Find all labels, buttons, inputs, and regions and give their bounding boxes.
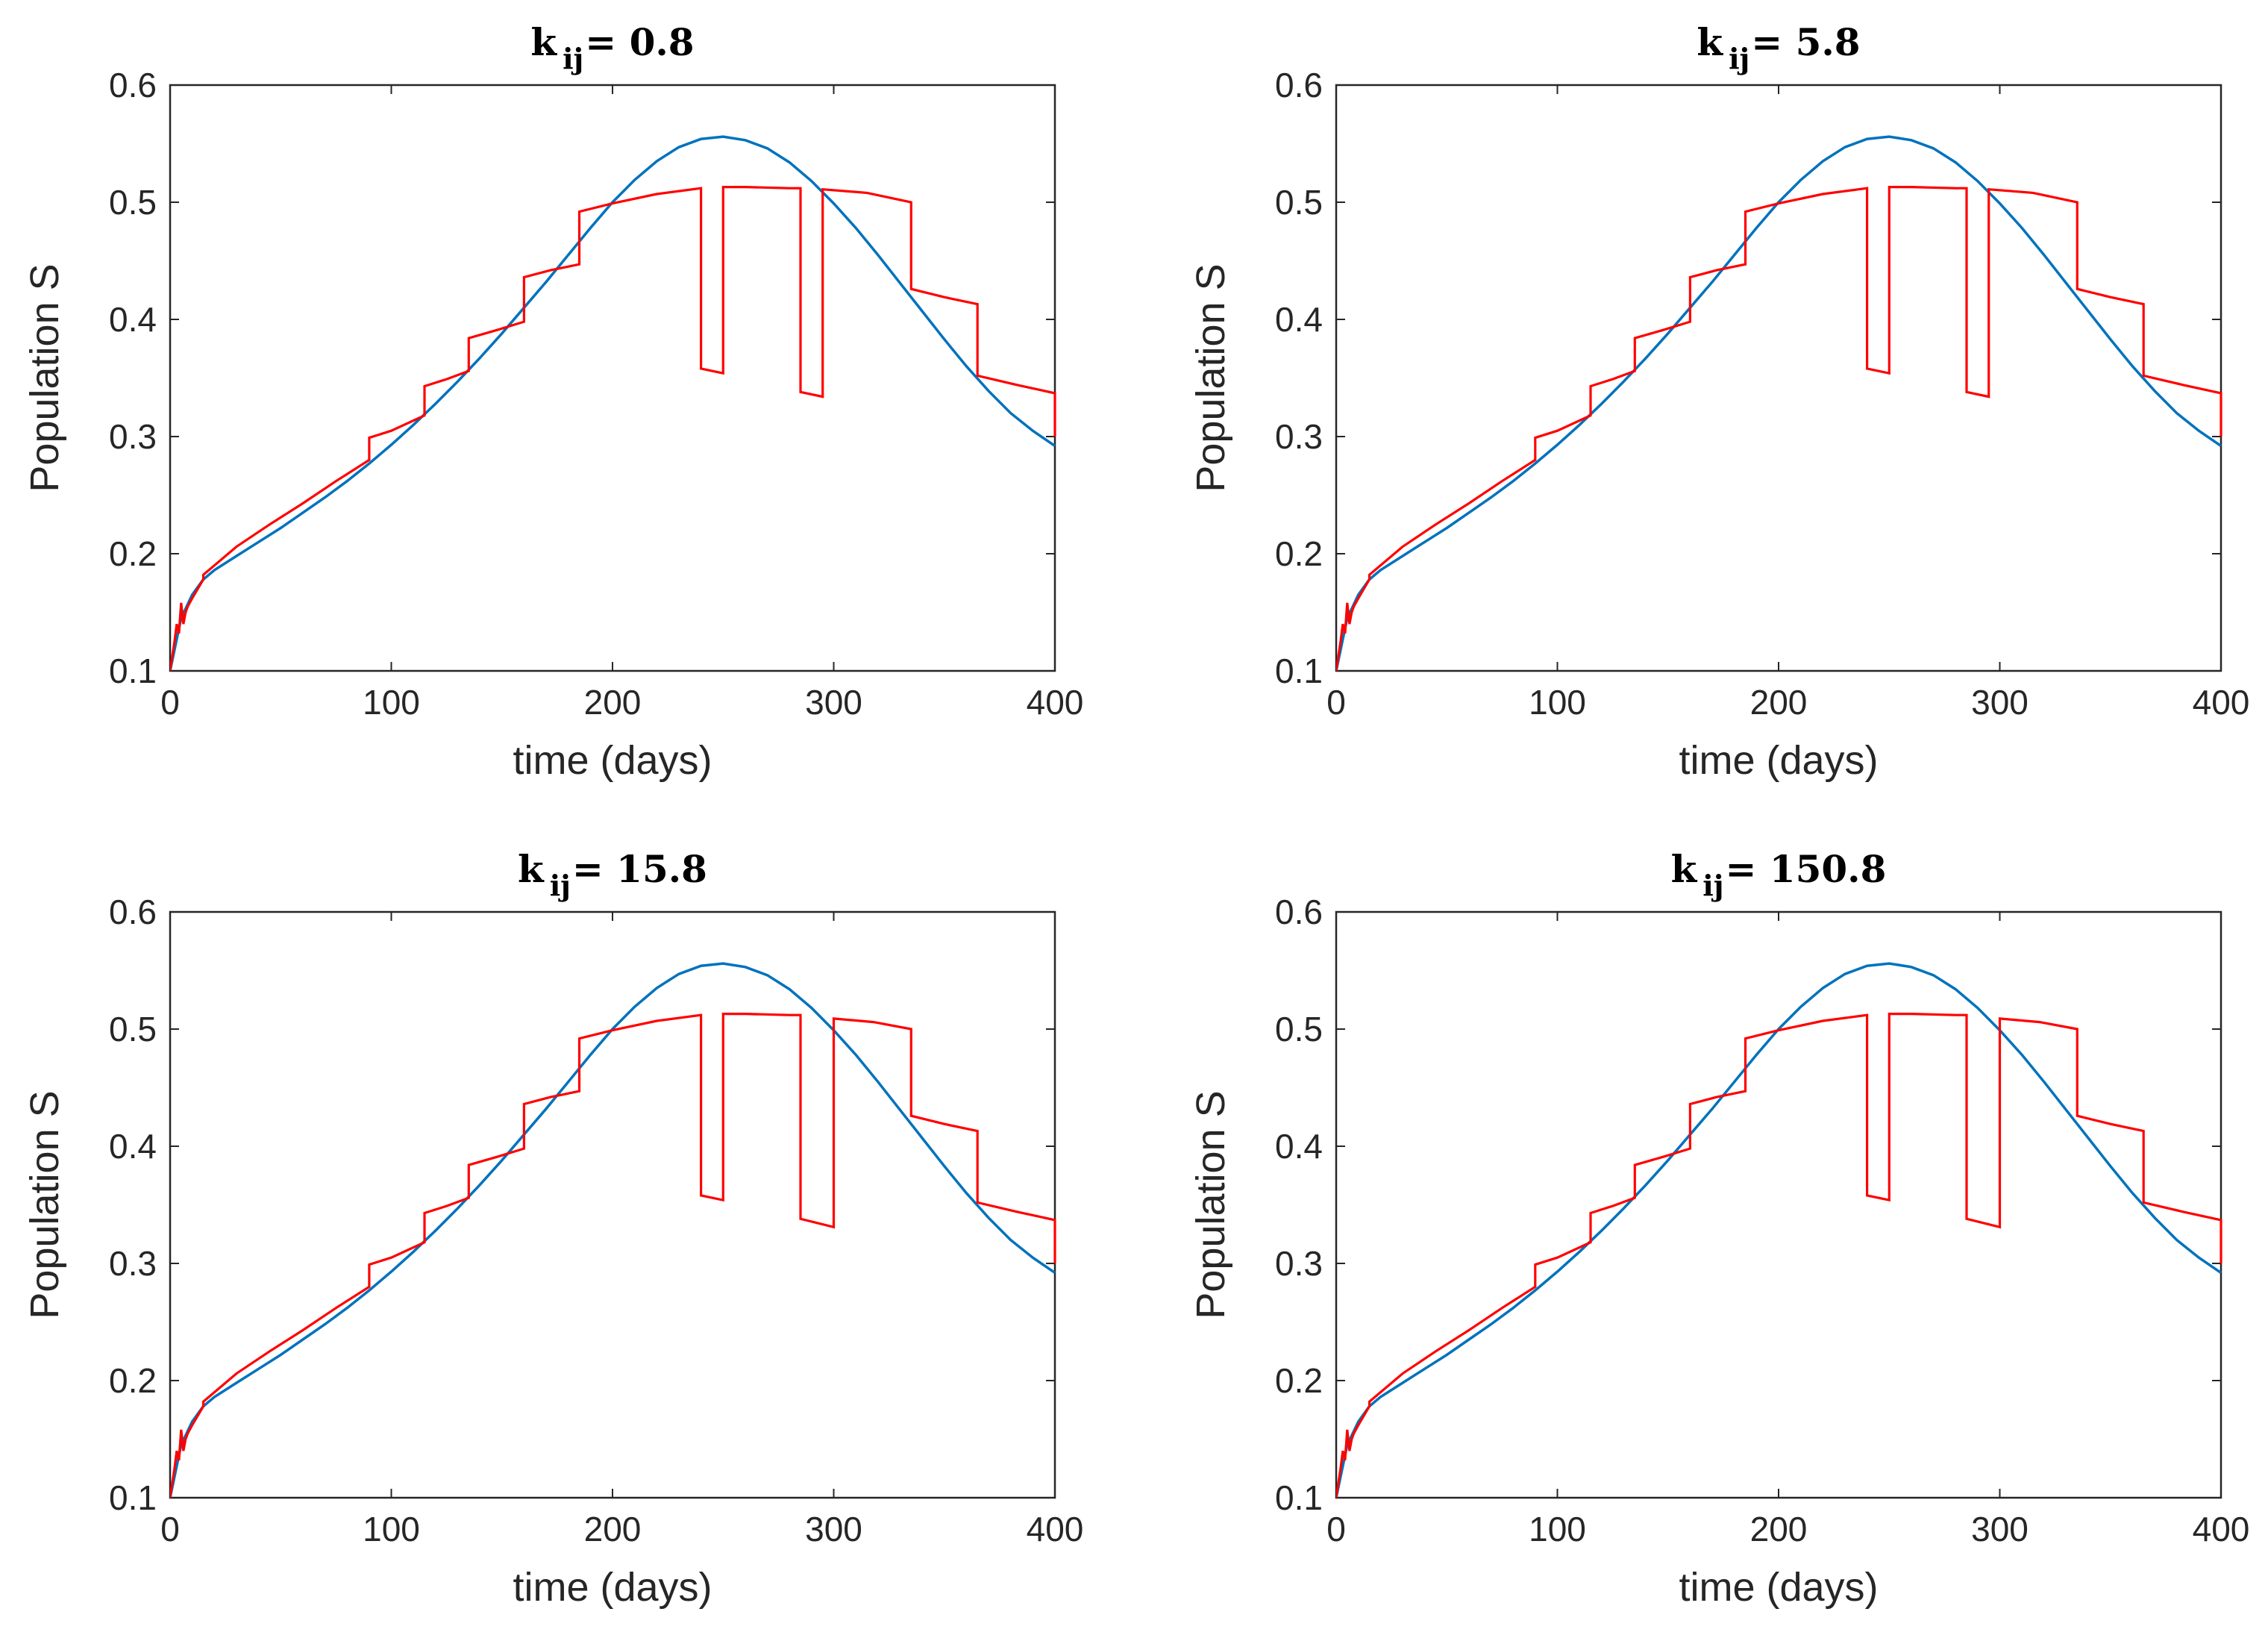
x-tick-label: 400	[1027, 1510, 1084, 1548]
chart-title: k ij= 5.8	[1697, 20, 1860, 75]
subplot-3: 0 100 200 300 400 0.1 0.2 0.3 0.4 0.5 0.6 time (day…	[22, 847, 1083, 1610]
y-tick-label: 0.1	[1275, 1478, 1323, 1517]
y-tick-label: 0.6	[1275, 66, 1323, 104]
x-tick-label: 400	[2193, 683, 2250, 722]
y-tick-label: 0.3	[109, 417, 157, 456]
axes-box	[1335, 910, 2222, 1499]
axes-box	[169, 910, 1056, 1499]
y-tick-label: 0.6	[109, 893, 157, 931]
y-tick-label: 0.2	[1275, 534, 1323, 573]
y-tick-label: 0.5	[1275, 1010, 1323, 1048]
y-tick-label: 0.1	[109, 651, 157, 690]
axes-box	[1335, 84, 2222, 672]
title-subscript: ij	[563, 42, 583, 75]
x-axis-label: time (days)	[1679, 738, 1878, 783]
x-tick-label: 200	[1750, 1510, 1808, 1548]
x-tick-label: 200	[584, 683, 642, 722]
y-tick-label: 0.2	[1275, 1361, 1323, 1400]
y-tick-label: 0.4	[109, 1127, 157, 1166]
x-tick-label: 100	[363, 683, 420, 722]
x-tick-label: 400	[1027, 683, 1084, 722]
x-axis-label: time (days)	[513, 738, 712, 783]
title-subscript: ij	[550, 869, 571, 902]
y-tick-label: 0.1	[1275, 651, 1323, 690]
x-tick-label: 300	[1971, 1510, 2029, 1548]
series-impulsive	[1336, 1012, 2222, 1498]
y-tick-label: 0.6	[109, 66, 157, 104]
x-axis-label: time (days)	[1679, 1565, 1878, 1610]
y-tick-label: 0.1	[109, 1478, 157, 1517]
y-tick-label: 0.4	[109, 300, 157, 339]
x-tick-label: 300	[805, 1510, 862, 1548]
title-prefix: k	[530, 20, 557, 64]
title-prefix: k	[1671, 847, 1698, 891]
x-tick-label: 0	[1326, 1510, 1346, 1548]
title-value: = 5.8	[1751, 20, 1860, 64]
y-axis-label: Population S	[1188, 263, 1233, 492]
title-subscript: ij	[1702, 869, 1723, 902]
title-value: = 150.8	[1725, 847, 1886, 891]
x-tick-label: 200	[1750, 683, 1808, 722]
x-tick-label: 0	[1326, 683, 1346, 722]
x-tick-label: 300	[805, 683, 862, 722]
y-tick-label: 0.5	[109, 183, 157, 222]
subplot-1: 0 100 200 300 400 0.1 0.2 0.3 0.4 0.5 0.6 time (day…	[22, 20, 1083, 783]
title-subscript: ij	[1729, 42, 1749, 75]
title-value: = 15.8	[572, 847, 707, 891]
x-tick-label: 0	[160, 683, 180, 722]
series-continuous	[170, 962, 1056, 1498]
x-tick-label: 0	[160, 1510, 180, 1548]
y-tick-label: 0.5	[109, 1010, 157, 1048]
y-axis-label: Population S	[1188, 1090, 1233, 1319]
x-tick-label: 300	[1971, 683, 2029, 722]
x-tick-label: 200	[584, 1510, 642, 1548]
y-tick-label: 0.2	[109, 534, 157, 573]
series-impulsive	[1336, 186, 2222, 672]
x-axis-label: time (days)	[513, 1565, 712, 1610]
series-impulsive	[170, 1012, 1056, 1498]
y-tick-label: 0.2	[109, 1361, 157, 1400]
y-tick-label: 0.6	[1275, 893, 1323, 931]
y-tick-label: 0.3	[1275, 1244, 1323, 1283]
subplot-2: 0 100 200 300 400 0.1 0.2 0.3 0.4 0.5 0.6 time (day…	[1188, 20, 2249, 783]
chart-title: k ij= 0.8	[530, 20, 694, 75]
y-tick-label: 0.4	[1275, 1127, 1323, 1166]
title-prefix: k	[518, 847, 545, 891]
title-prefix: k	[1697, 20, 1723, 64]
x-tick-label: 100	[1529, 1510, 1586, 1548]
y-tick-label: 0.3	[109, 1244, 157, 1283]
chart-title: k ij= 15.8	[518, 847, 707, 902]
y-axis-label: Population S	[22, 1090, 67, 1319]
axes-box	[169, 84, 1056, 672]
series-continuous	[1336, 962, 2222, 1498]
subplot-4: 0 100 200 300 400 0.1 0.2 0.3 0.4 0.5 0.6 time (day…	[1188, 847, 2249, 1610]
x-tick-label: 100	[363, 1510, 420, 1548]
x-tick-label: 100	[1529, 683, 1586, 722]
y-tick-label: 0.4	[1275, 300, 1323, 339]
title-value: = 0.8	[585, 20, 694, 64]
series-continuous	[1336, 135, 2222, 672]
series-impulsive	[170, 186, 1056, 672]
series-continuous	[170, 135, 1056, 672]
y-axis-label: Population S	[22, 263, 67, 492]
y-tick-label: 0.3	[1275, 417, 1323, 456]
chart-title: k ij= 150.8	[1671, 847, 1887, 902]
y-tick-label: 0.5	[1275, 183, 1323, 222]
x-tick-label: 400	[2193, 1510, 2250, 1548]
